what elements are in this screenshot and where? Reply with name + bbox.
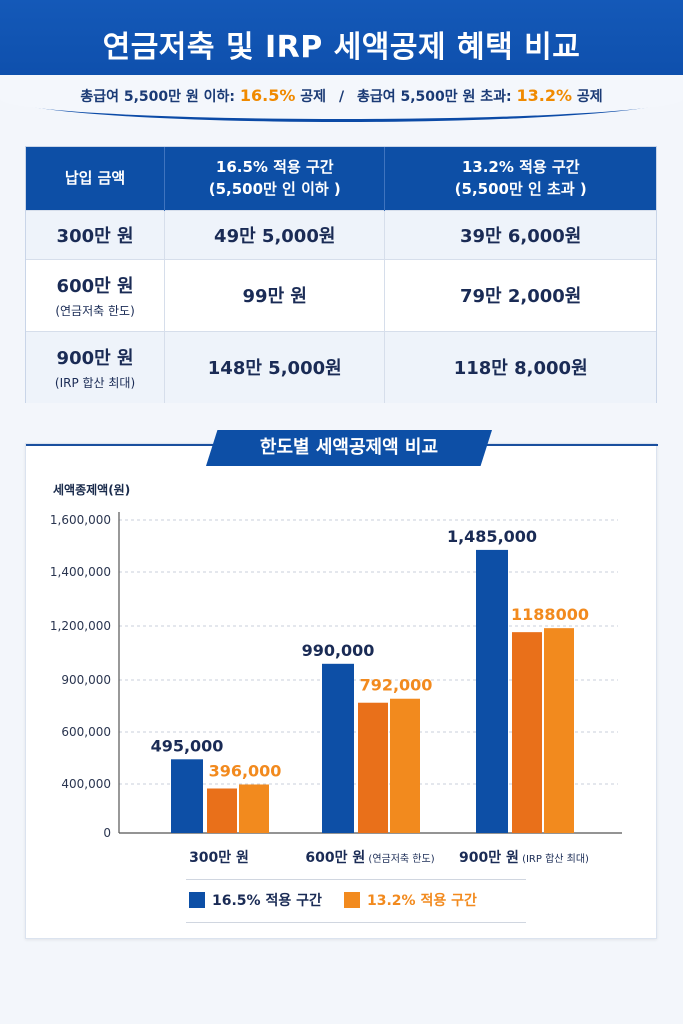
x-tick-label: 300만 원 [189,850,249,866]
bar-rate-132 [544,628,574,833]
bar-rate-132 [512,632,542,833]
table-row: 900만 원 (IRP 합산 최대) 148만 5,000원 118만 8,000… [26,330,656,403]
subtitle-rate-1: 16.5% [239,86,296,105]
data-label-165: 1,485,000 [447,527,537,546]
y-tick-label: 900,000 [61,673,111,687]
cell-deduction-132: 118만 8,000원 [384,330,656,403]
bar-rate-132 [207,788,237,833]
cell-deduction-132: 39만 6,000원 [384,209,656,259]
x-tick-label: 900만 원 (IRP 합산 최대) [459,850,589,866]
legend-swatch-132 [344,892,360,908]
y-tick-label: 1,400,000 [50,565,111,579]
subtitle-rate-2: 13.2% [516,86,572,105]
header-rate-165: 16.5% 적용 구간 (5,500만 인 이하 ) [164,147,386,210]
y-axis-label: 세액종제액(원) [53,482,130,497]
comparison-table: 납입 금액 16.5% 적용 구간 (5,500만 인 이하 ) 13.2% 적용… [25,146,657,403]
y-tick-label: 1,200,000 [50,619,111,633]
y-tick-label: 0 [103,826,111,840]
legend-label-132: 13.2% 적용 구간 [367,892,477,909]
bar-rate-165 [322,663,354,833]
table-row: 300만 원 49만 5,000원 39만 6,000원 [26,209,656,259]
bar-rate-165 [476,549,508,833]
x-tick-note: (연금저축 한도) [365,853,434,865]
data-label-132: 792,000 [360,676,433,695]
bar-rate-132 [358,702,388,833]
subtitle-part3: 총급여 5,500만 원 초과: [356,89,517,105]
data-label-165: 495,000 [151,736,224,755]
header-rate-132: 13.2% 적용 구간 (5,500만 인 초과 ) [384,147,656,210]
cell-deduction-165: 49만 5,000원 [164,209,386,259]
subtitle-separator: / [338,89,345,105]
header-amount: 납입 금액 [26,147,166,210]
chart-panel: 한도별 세액공제액 비교 세액종제액(원) 1,600,000 1,400,000 1… [25,430,658,939]
cell-amount: 300만 원 [26,209,166,259]
cell-deduction-165: 99만 원 [164,258,386,331]
bar-rate-132 [390,698,420,833]
x-tick-main: 600만 원 [305,850,365,866]
y-tick-label: 400,000 [61,777,111,791]
subtitle-part2: 공제 [295,89,327,105]
cell-deduction-165: 148만 5,000원 [164,330,386,403]
subtitle-part1: 총급여 5,500만 원 이하: [80,89,240,105]
x-tick-note: (IRP 합산 최대) [519,853,589,865]
table-row: 600만 원 (연금저축 한도) 99만 원 79만 2,000원 [26,258,656,331]
cell-deduction-132: 79만 2,000원 [384,258,656,331]
cell-amount: 900만 원 (IRP 합산 최대) [26,330,166,403]
data-label-132: 396,000 [209,761,282,780]
bar-chart: 세액종제액(원) 1,600,000 1,400,000 1,200,000 900,0… [50,482,622,909]
legend-label-165: 16.5% 적용 구간 [212,892,322,909]
table-header-row: 납입 금액 16.5% 적용 구간 (5,500만 인 이하 ) 13.2% 적용… [26,147,656,210]
subtitle-bar: 총급여 5,500만 원 이하: 16.5% 공제 / 총급여 5,500만 원… [0,75,683,119]
data-label-165: 990,000 [302,641,375,660]
x-tick-main: 900만 원 [459,850,519,866]
y-tick-label: 600,000 [61,725,111,739]
cell-amount: 600만 원 (연금저축 한도) [26,258,166,331]
legend-frame [186,879,526,923]
bar-rate-132 [239,784,269,833]
page-title: 연금저축 및 IRP 세액공제 혜택 비교 [102,30,581,65]
subtitle-part4: 공제 [572,89,603,105]
chart-title: 한도별 세액공제액 비교 [206,430,492,466]
x-tick-label: 600만 원 (연금저축 한도) [305,850,434,866]
y-tick-label: 1,600,000 [50,513,111,527]
x-tick-main: 300만 원 [189,850,249,866]
data-label-132: 1188000 [511,605,589,624]
bar-rate-165 [171,759,203,833]
legend-swatch-165 [189,892,205,908]
